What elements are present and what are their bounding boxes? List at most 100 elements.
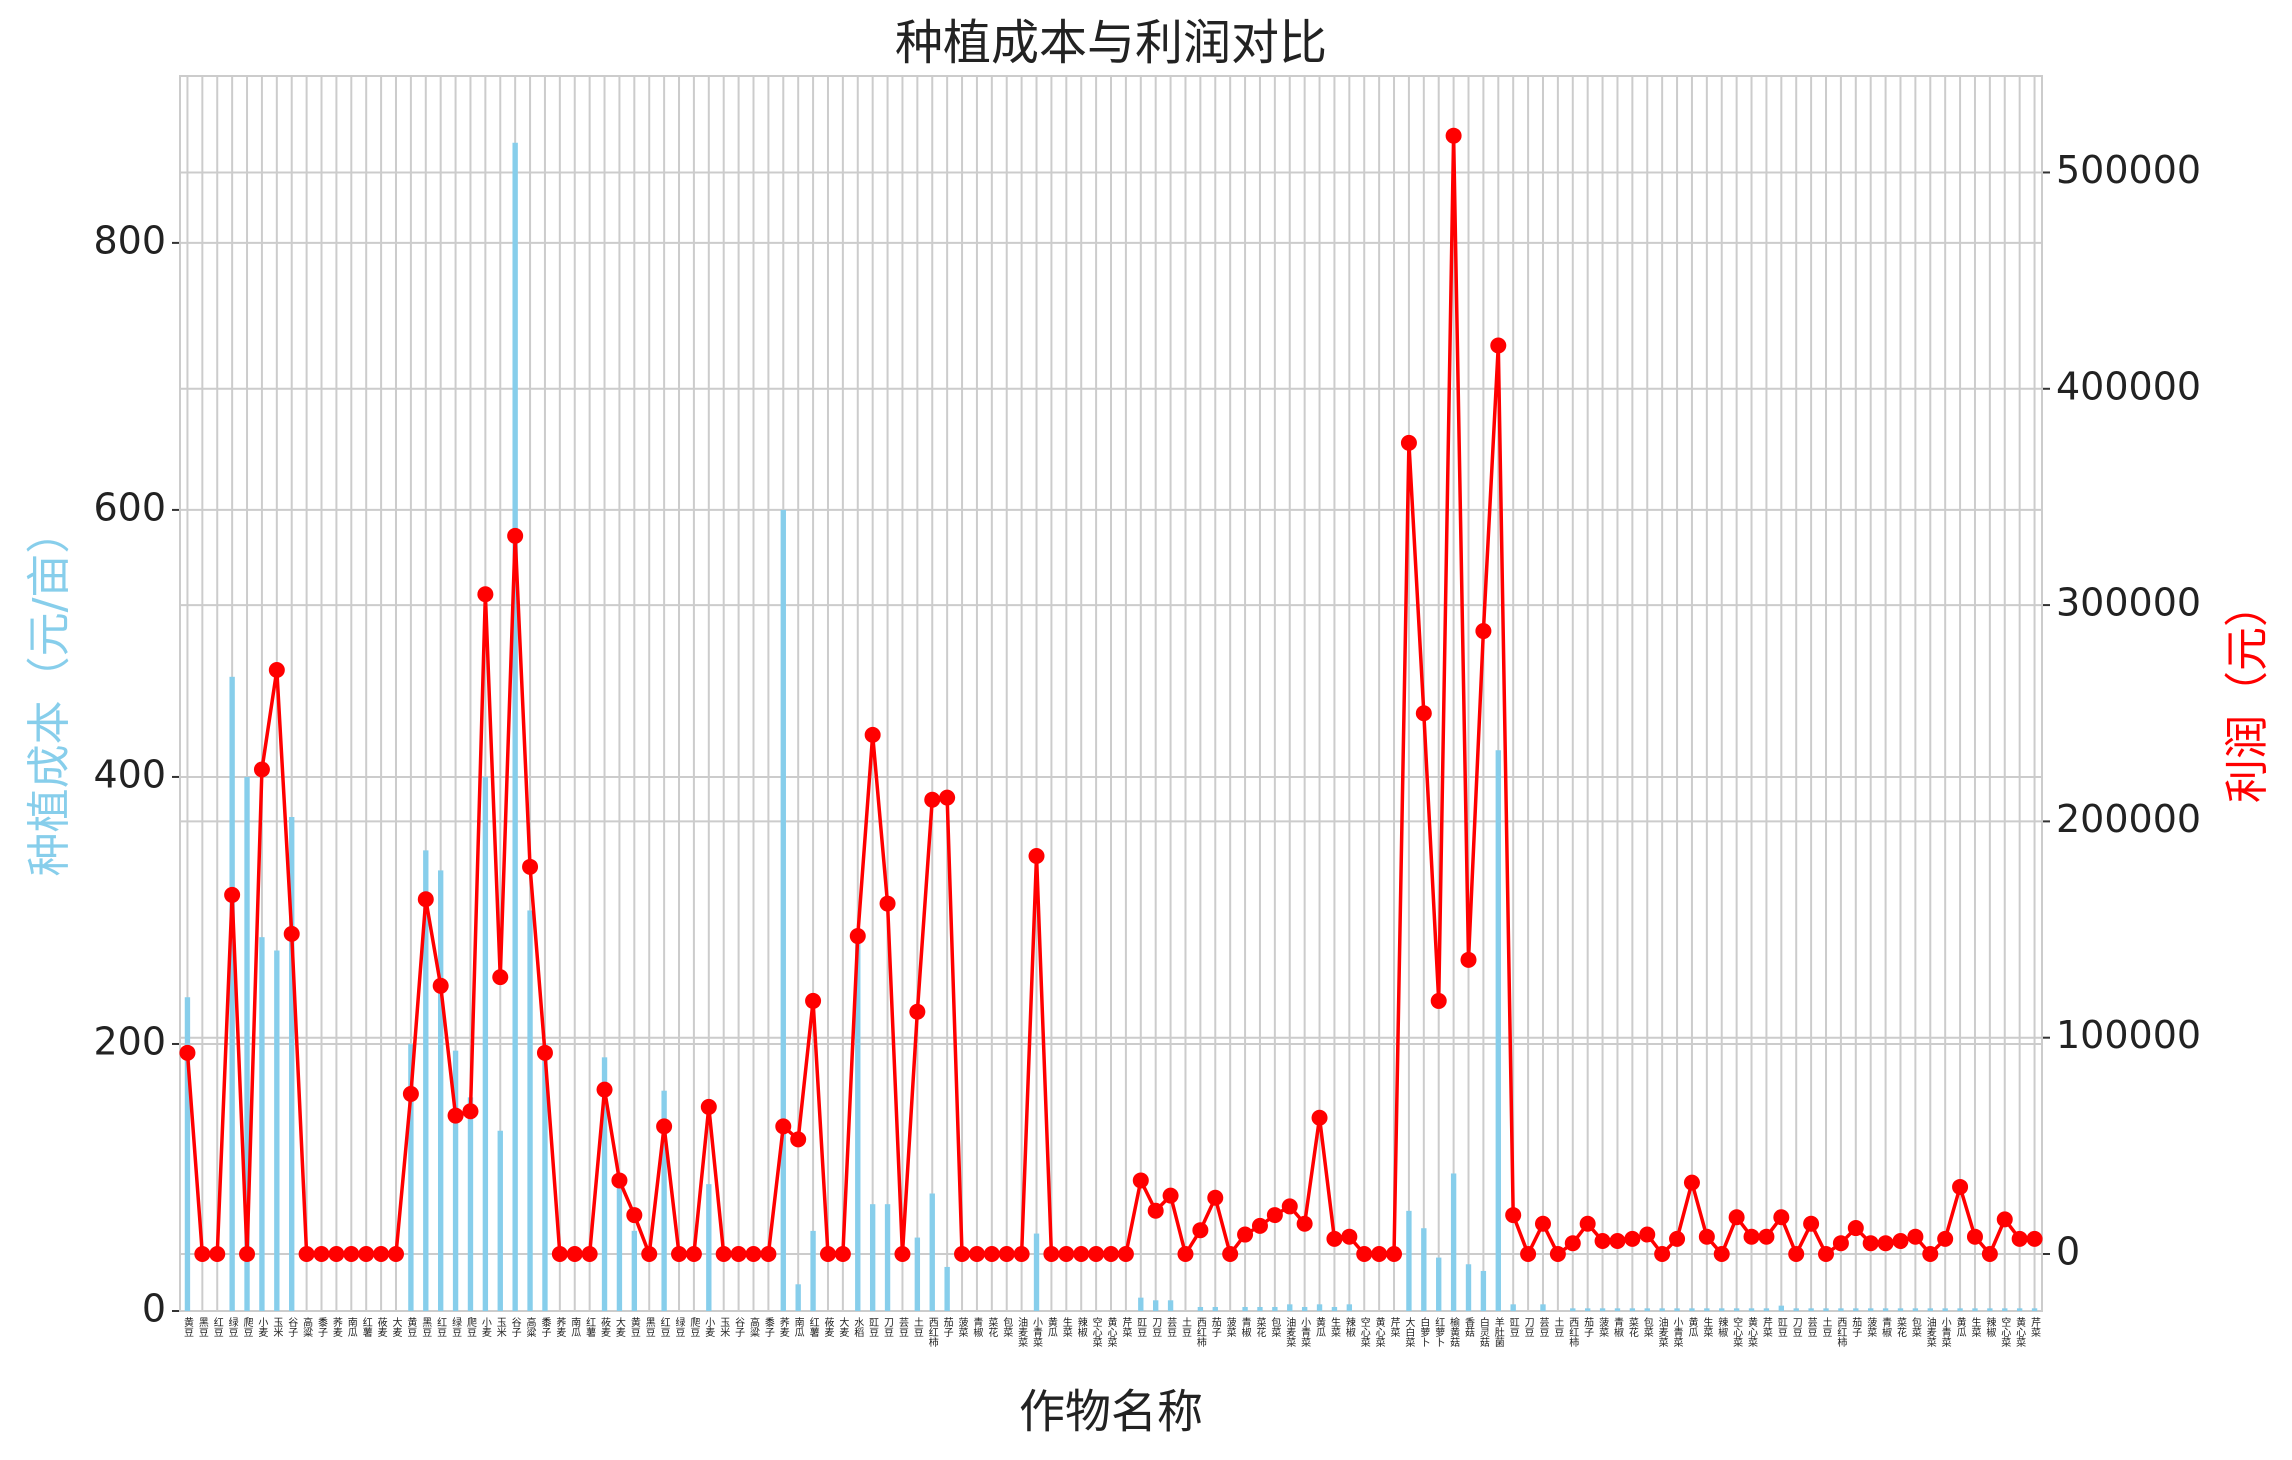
bar — [1778, 1305, 1785, 1311]
x-tick-label: 黄豆 — [628, 1316, 640, 1337]
marker — [909, 1003, 926, 1020]
bar — [1272, 1306, 1278, 1311]
x-tick-label: 爬豆 — [688, 1317, 700, 1337]
marker — [1445, 127, 1462, 144]
x-tick-label: 豇豆 — [1775, 1317, 1787, 1337]
bar — [1480, 1270, 1487, 1311]
marker — [1266, 1207, 1283, 1224]
x-tick-label: 荞麦 — [554, 1317, 566, 1338]
marker — [790, 1131, 807, 1148]
bar — [914, 1237, 921, 1311]
y-tick-label: 600 — [93, 485, 166, 529]
marker — [417, 891, 434, 908]
bar — [1808, 1308, 1814, 1311]
x-tick-label: 辣椒 — [1075, 1316, 1087, 1338]
bar — [631, 1230, 638, 1311]
bar — [482, 776, 489, 1311]
x-tick-label: 芸豆 — [896, 1316, 908, 1337]
marker — [1549, 1246, 1566, 1263]
y-tick-label: 400 — [93, 752, 166, 796]
marker — [1147, 1202, 1164, 1219]
marker — [402, 1085, 419, 1102]
y2-tick-label: 100000 — [2056, 1013, 2201, 1057]
marker — [1088, 1246, 1105, 1263]
bar — [1301, 1306, 1308, 1311]
x-tick-label: 玉米 — [271, 1317, 283, 1338]
x-tick-label: 茄子 — [1209, 1316, 1221, 1337]
bar — [1719, 1308, 1725, 1311]
bar — [1495, 750, 1501, 1311]
x-tick-label: 南瓜 — [569, 1316, 581, 1337]
marker — [1475, 623, 1492, 640]
marker — [1773, 1209, 1790, 1226]
marker — [849, 928, 866, 945]
x-tick-label: 油麦菜 — [1656, 1316, 1668, 1348]
x-tick-label: 油麦菜 — [1016, 1316, 1028, 1348]
x-tick-label: 刀豆 — [1790, 1317, 1802, 1337]
marker — [268, 661, 285, 678]
marker — [924, 791, 941, 808]
x-tick-label: 羊肚菌 — [1492, 1316, 1504, 1348]
marker — [1430, 992, 1447, 1009]
y2-tick-label: 400000 — [2056, 364, 2201, 408]
marker — [1534, 1215, 1551, 1232]
marker — [1877, 1235, 1894, 1252]
marker — [1698, 1228, 1715, 1245]
marker — [209, 1246, 226, 1263]
x-tick-label: 芹菜 — [1760, 1317, 1772, 1338]
x-tick-label: 黄心菜 — [1746, 1316, 1758, 1348]
x-tick-label: 黄瓜 — [1686, 1316, 1698, 1337]
x-axis-label: 作物名称 — [1019, 1385, 1203, 1439]
y-axis-label: 种植成本（元/亩） — [24, 510, 75, 877]
bar — [1972, 1308, 1978, 1311]
marker — [596, 1081, 613, 1098]
x-tick-label: 芹菜 — [1120, 1317, 1132, 1338]
marker — [1400, 434, 1417, 451]
x-tick-label: 茄子 — [1850, 1316, 1862, 1337]
x-tick-label: 豇豆 — [867, 1317, 879, 1337]
x-tick-label: 南瓜 — [792, 1316, 804, 1337]
bar — [1644, 1308, 1650, 1311]
marker — [179, 1044, 196, 1061]
marker — [775, 1118, 792, 1135]
bar — [601, 1057, 608, 1311]
bar — [1689, 1308, 1695, 1311]
marker — [1162, 1187, 1179, 1204]
marker — [581, 1246, 598, 1263]
bar — [884, 1204, 891, 1311]
bar — [1510, 1304, 1516, 1311]
y2-tick-label: 500000 — [2056, 148, 2201, 192]
x-tick-label: 黑豆 — [420, 1317, 432, 1337]
bar — [1584, 1308, 1591, 1311]
x-tick-label: 芹菜 — [2029, 1317, 2041, 1338]
marker — [1520, 1246, 1537, 1263]
marker — [1683, 1174, 1700, 1191]
x-tick-label: 红豆 — [435, 1316, 447, 1337]
marker — [283, 925, 300, 942]
x-tick-label: 西红柿 — [926, 1317, 938, 1348]
marker — [1386, 1246, 1403, 1263]
marker — [239, 1246, 256, 1263]
marker — [998, 1246, 1015, 1263]
marker — [730, 1246, 747, 1263]
bar — [1733, 1308, 1740, 1311]
x-tick-label: 生菜 — [1060, 1316, 1072, 1338]
x-tick-label: 西红柿 — [1835, 1317, 1847, 1348]
marker — [298, 1246, 315, 1263]
bar — [1897, 1308, 1904, 1311]
x-tick-label: 土豆 — [1179, 1316, 1191, 1337]
bar — [780, 509, 786, 1311]
x-tick-label: 青椒 — [971, 1316, 983, 1338]
bar — [1942, 1308, 1948, 1311]
marker — [1624, 1230, 1641, 1247]
bar — [1793, 1308, 1799, 1311]
bar — [437, 870, 444, 1311]
y-tick-label: 800 — [93, 218, 166, 262]
x-tick-label: 小青菜 — [1299, 1317, 1311, 1348]
marker — [700, 1098, 717, 1115]
bar — [1436, 1257, 1442, 1311]
y2-tick-label: 300000 — [2056, 581, 2201, 625]
x-tick-label: 红薯 — [584, 1316, 596, 1337]
x-tick-label: 莜麦 — [822, 1316, 834, 1338]
y2-tick-label: 200000 — [2056, 797, 2201, 841]
